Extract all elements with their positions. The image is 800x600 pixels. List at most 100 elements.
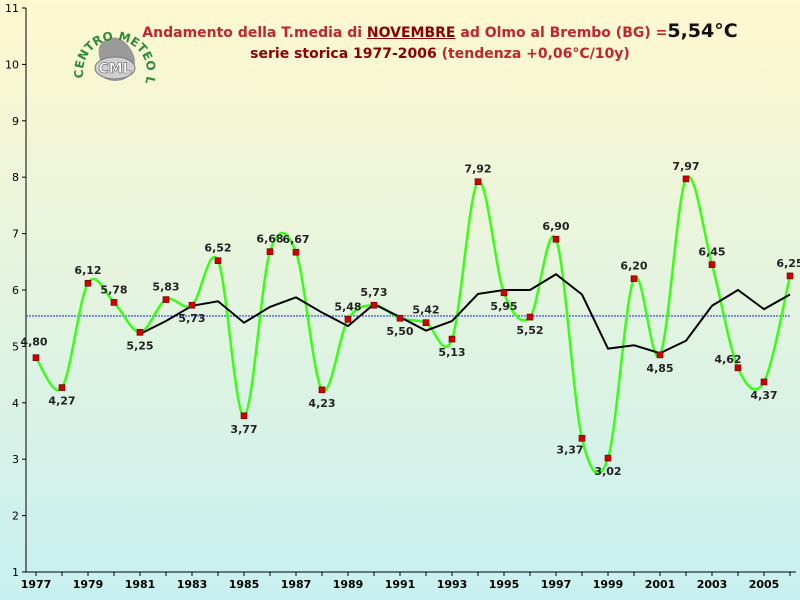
x-tick-label: 1979 xyxy=(73,578,104,591)
title-part2: ad Olmo al Brembo (BG) = xyxy=(455,25,668,41)
data-point xyxy=(162,296,170,303)
data-point xyxy=(760,378,768,386)
data-label: 3,37 xyxy=(556,443,583,456)
x-tick-label: 1987 xyxy=(281,578,312,591)
x-tick-label: 1993 xyxy=(437,578,468,591)
x-tick-label: 1991 xyxy=(385,578,416,591)
x-tick-label: 1989 xyxy=(333,578,364,591)
y-tick-label: 3 xyxy=(12,453,19,466)
title-month: NOVEMBRE xyxy=(366,25,456,41)
y-tick-label: 11 xyxy=(5,2,19,15)
data-point xyxy=(370,301,378,309)
data-label: 4,37 xyxy=(750,389,777,402)
data-label: 6,67 xyxy=(282,233,309,246)
data-label: 5,52 xyxy=(516,324,543,337)
data-point xyxy=(292,248,300,256)
data-point xyxy=(214,257,222,264)
data-point xyxy=(578,435,586,442)
data-point xyxy=(32,354,40,361)
data-label: 4,85 xyxy=(646,362,673,375)
data-point xyxy=(656,351,664,359)
data-point xyxy=(500,289,508,297)
data-label: 5,73 xyxy=(178,312,205,325)
y-tick-label: 5 xyxy=(12,340,19,353)
chart-subtitle: serie storica 1977-2006 (tendenza +0,06°… xyxy=(90,46,790,62)
x-tick-label: 2005 xyxy=(749,578,780,591)
data-point xyxy=(344,316,352,323)
data-label: 6,12 xyxy=(74,264,101,277)
chart-title: Andamento della T.media di NOVEMBRE ad O… xyxy=(90,20,790,42)
data-label: 6,52 xyxy=(204,242,231,255)
data-point xyxy=(552,235,560,243)
data-point xyxy=(448,335,456,343)
y-tick-label: 6 xyxy=(12,284,19,297)
y-tick-label: 10 xyxy=(5,58,19,71)
x-tick-label: 1983 xyxy=(177,578,208,591)
data-label: 5,83 xyxy=(152,281,179,294)
data-label: 5,42 xyxy=(412,304,439,317)
data-point xyxy=(84,279,92,287)
data-label: 5,73 xyxy=(360,286,387,299)
data-point xyxy=(474,178,482,186)
subtitle-series: serie storica 1977-2006 xyxy=(250,46,442,62)
data-label: 6,45 xyxy=(698,246,725,259)
x-tick-label: 1995 xyxy=(489,578,520,591)
data-label: 3,02 xyxy=(594,465,621,478)
logo-abbreviation: CML xyxy=(98,61,131,77)
data-point xyxy=(604,454,612,462)
data-label: 5,50 xyxy=(386,325,413,338)
data-point xyxy=(188,301,196,309)
cml-logo: CML CENTRO METEO LOMBARDO xyxy=(64,0,160,120)
data-point xyxy=(266,248,274,255)
data-point xyxy=(136,328,144,336)
data-point xyxy=(58,384,66,391)
data-label: 6,90 xyxy=(542,220,569,233)
x-tick-label: 1981 xyxy=(125,578,156,591)
temperature-series-line xyxy=(34,175,792,475)
data-label: 5,13 xyxy=(438,346,465,359)
y-tick-label: 8 xyxy=(12,171,19,184)
data-label: 6,25 xyxy=(776,257,800,270)
data-point xyxy=(110,299,118,306)
data-label: 7,97 xyxy=(672,160,699,173)
data-label: 4,80 xyxy=(20,336,47,349)
data-label: 4,23 xyxy=(308,397,335,410)
data-label: 4,27 xyxy=(48,395,75,408)
title-part1: Andamento della T.media di xyxy=(142,25,367,41)
x-tick-label: 2001 xyxy=(645,578,676,591)
x-tick-label: 2003 xyxy=(697,578,728,591)
data-label: 5,95 xyxy=(490,300,517,313)
title-mean-value: 5,54°C xyxy=(667,20,738,42)
moving-average-line xyxy=(139,272,791,355)
data-point xyxy=(318,386,326,394)
data-label: 4,62 xyxy=(714,353,741,366)
subtitle-trend: (tendenza +0,06°C/10y) xyxy=(441,46,630,62)
data-label: 6,68 xyxy=(256,233,283,246)
y-tick-label: 2 xyxy=(12,510,19,523)
data-point xyxy=(240,412,248,420)
x-tick-label: 1999 xyxy=(593,578,624,591)
data-label: 3,77 xyxy=(230,423,257,436)
data-point xyxy=(708,261,716,268)
data-point xyxy=(422,319,430,327)
x-tick-label: 1985 xyxy=(229,578,260,591)
data-label: 5,25 xyxy=(126,339,153,352)
x-tick-label: 1997 xyxy=(541,578,572,591)
y-tick-label: 4 xyxy=(12,397,19,410)
y-tick-label: 7 xyxy=(12,228,19,241)
data-point xyxy=(734,364,742,372)
data-label: 7,92 xyxy=(464,163,491,176)
data-point xyxy=(630,275,638,283)
x-tick-label: 1977 xyxy=(21,578,52,591)
data-point xyxy=(526,313,534,321)
data-point xyxy=(786,272,794,280)
data-label: 6,20 xyxy=(620,260,647,273)
y-tick-label: 1 xyxy=(12,566,19,579)
data-label: 5,78 xyxy=(100,283,127,296)
data-point xyxy=(682,175,690,183)
data-label: 5,48 xyxy=(334,300,361,313)
data-point xyxy=(396,314,404,322)
